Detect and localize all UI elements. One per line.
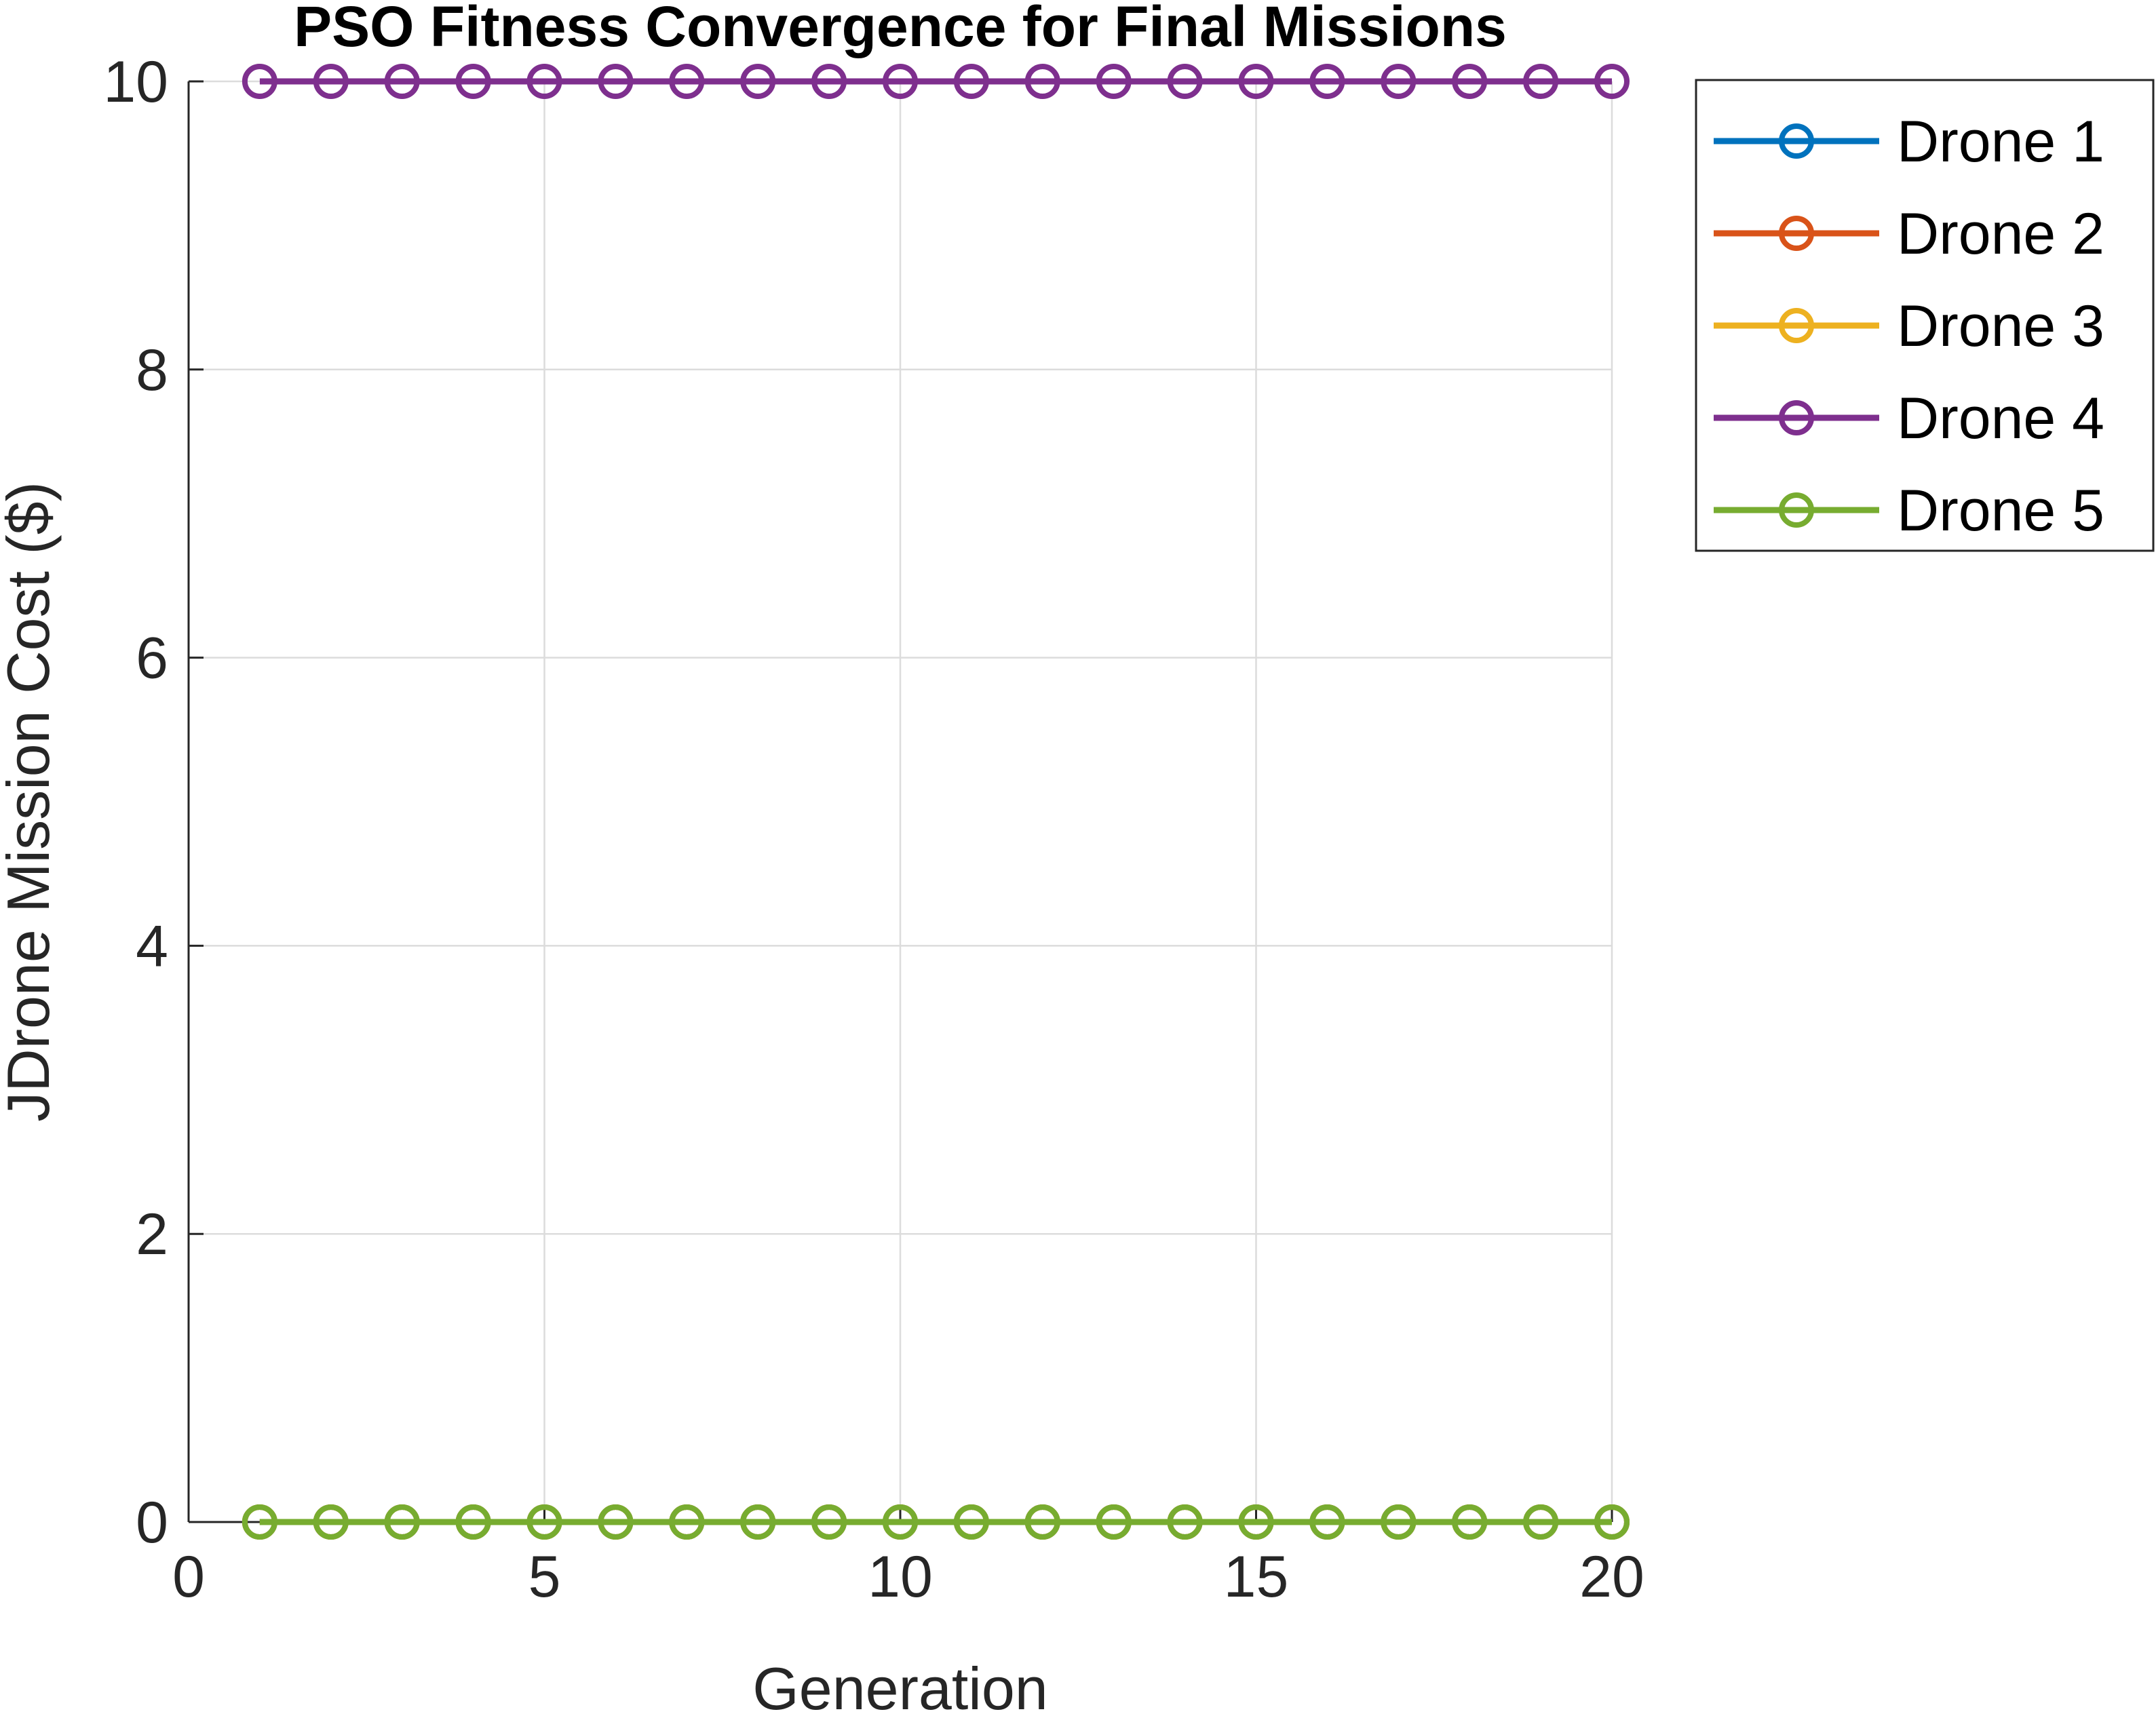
legend[interactable]: Drone 1 Drone 2 Drone 3 Drone 4 Drone 5 xyxy=(1695,79,2155,552)
y-axis-label: JDrone Mission Cost ($) xyxy=(0,482,62,1122)
series-4-point-4 xyxy=(455,64,491,99)
x-tick-label-3: 15 xyxy=(1224,1544,1289,1610)
legend-swatch-marker-2 xyxy=(1779,216,1814,251)
series-5-point-1 xyxy=(242,1504,277,1540)
series-4-point-19 xyxy=(1523,64,1559,99)
x-tick-label-2: 10 xyxy=(868,1544,933,1610)
series-4-point-11 xyxy=(953,64,989,99)
x-tick-label-4: 20 xyxy=(1579,1544,1644,1610)
series-4-point-8 xyxy=(740,64,776,99)
series-5 xyxy=(242,1504,1630,1540)
legend-swatch-marker-1 xyxy=(1779,123,1814,159)
series-4-point-9 xyxy=(811,64,847,99)
y-tick-label-4: 8 xyxy=(136,338,168,403)
series-4-point-20 xyxy=(1594,64,1630,99)
legend-entry-5: Drone 5 xyxy=(1714,478,2104,543)
x-tick-label-1: 5 xyxy=(528,1544,561,1610)
y-tick-label-0: 0 xyxy=(136,1490,168,1555)
legend-label-1: Drone 1 xyxy=(1897,109,2104,174)
legend-entry-3: Drone 3 xyxy=(1714,294,2104,359)
series-5-point-13 xyxy=(1096,1504,1132,1540)
series-5-point-16 xyxy=(1309,1504,1345,1540)
series-4-point-5 xyxy=(526,64,562,99)
series-4-point-14 xyxy=(1167,64,1203,99)
series-4-point-3 xyxy=(384,64,420,99)
series-5-point-20 xyxy=(1594,1504,1630,1540)
legend-swatch-marker-3 xyxy=(1779,308,1814,343)
series-5-point-3 xyxy=(384,1504,420,1540)
series-4-point-1 xyxy=(242,64,277,99)
series-4-point-18 xyxy=(1452,64,1488,99)
series-4-point-12 xyxy=(1024,64,1060,99)
legend-box xyxy=(1695,79,2155,552)
chart-title: PSO Fitness Convergence for Final Missio… xyxy=(294,0,1507,58)
series-4-point-2 xyxy=(313,64,349,99)
series-5-point-17 xyxy=(1381,1504,1417,1540)
y-tick-label-1: 2 xyxy=(136,1202,168,1267)
series-4-point-6 xyxy=(598,64,634,99)
series-5-point-9 xyxy=(811,1504,847,1540)
legend-entry-4: Drone 4 xyxy=(1714,386,2104,451)
series-4-point-7 xyxy=(669,64,705,99)
series-5-point-6 xyxy=(598,1504,634,1540)
legend-label-3: Drone 3 xyxy=(1897,294,2104,359)
series-5-point-12 xyxy=(1024,1504,1060,1540)
series-5-point-15 xyxy=(1238,1504,1274,1540)
y-tick-label-5: 10 xyxy=(103,50,168,115)
series-5-point-18 xyxy=(1452,1504,1488,1540)
series-4-point-16 xyxy=(1309,64,1345,99)
legend-label-2: Drone 2 xyxy=(1897,201,2104,267)
series-4-point-15 xyxy=(1238,64,1274,99)
series-5-point-2 xyxy=(313,1504,349,1540)
series-4-point-13 xyxy=(1096,64,1132,99)
tick-labels: 0 5 10 15 20 0 2 4 6 8 10 xyxy=(103,50,1644,1610)
legend-swatch-marker-4 xyxy=(1779,400,1814,435)
series-layer xyxy=(242,64,1630,1540)
legend-entry-1: Drone 1 xyxy=(1714,109,2104,174)
legend-label-4: Drone 4 xyxy=(1897,386,2104,451)
series-5-point-14 xyxy=(1167,1504,1203,1540)
legend-swatch-marker-5 xyxy=(1779,492,1814,528)
series-5-point-5 xyxy=(526,1504,562,1540)
y-tick-label-2: 4 xyxy=(136,914,168,979)
series-5-point-11 xyxy=(953,1504,989,1540)
x-tick-label-0: 0 xyxy=(172,1544,205,1610)
series-5-point-7 xyxy=(669,1504,705,1540)
legend-entry-2: Drone 2 xyxy=(1714,201,2104,267)
grid xyxy=(189,80,1613,1522)
series-4 xyxy=(242,64,1630,99)
series-4-point-10 xyxy=(883,64,918,99)
x-axis-label: Generation xyxy=(752,1655,1047,1716)
series-5-point-10 xyxy=(883,1504,918,1540)
legend-label-5: Drone 5 xyxy=(1897,478,2104,543)
series-5-point-8 xyxy=(740,1504,776,1540)
series-4-point-17 xyxy=(1381,64,1417,99)
series-5-point-19 xyxy=(1523,1504,1559,1540)
series-5-point-4 xyxy=(455,1504,491,1540)
y-tick-label-3: 6 xyxy=(136,626,168,691)
